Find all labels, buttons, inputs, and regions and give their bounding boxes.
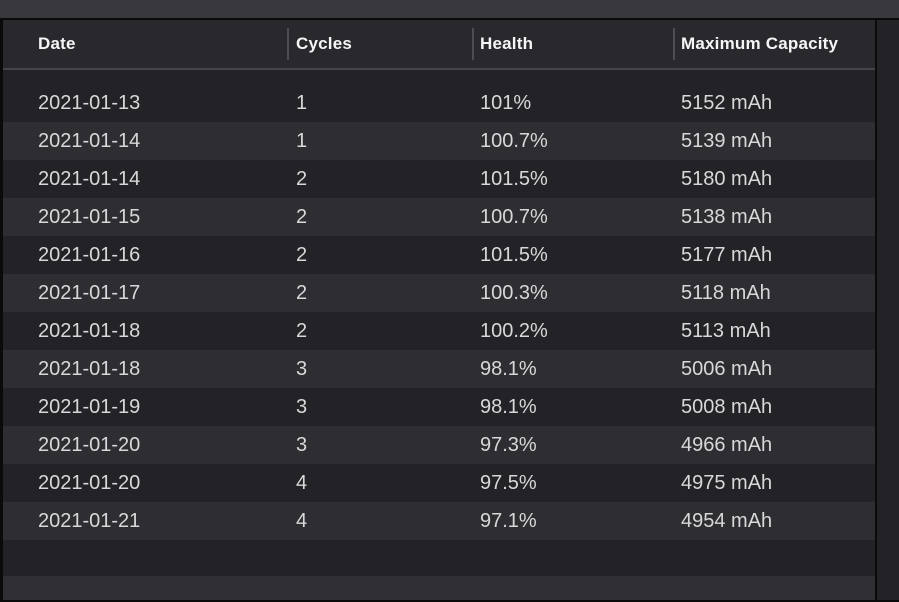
- table-row[interactable]: 2021-01-18 3 98.1% 5006 mAh: [3, 350, 875, 388]
- cell-health: 101.5%: [480, 244, 548, 266]
- cell-date: 2021-01-20: [38, 434, 141, 456]
- cell-health: 97.3%: [480, 434, 537, 456]
- cell-health: 98.1%: [480, 396, 537, 418]
- cell-health: 97.1%: [480, 510, 537, 532]
- column-header-health[interactable]: Health: [480, 34, 534, 53]
- cell-cycles: 3: [296, 434, 308, 456]
- table-row[interactable]: 2021-01-20 4 97.5% 4975 mAh: [3, 464, 875, 502]
- cell-cycles: 2: [296, 320, 308, 342]
- cell-health: 97.5%: [480, 472, 537, 494]
- column-resize-handle[interactable]: [287, 28, 289, 60]
- cell-cycles: 2: [296, 244, 308, 266]
- cell-capacity: 5180 mAh: [681, 168, 773, 190]
- cell-capacity: 4975 mAh: [681, 472, 773, 494]
- cell-health: 101.5%: [480, 168, 548, 190]
- cell-date: 2021-01-13: [38, 92, 141, 114]
- cell-capacity: 5177 mAh: [681, 244, 773, 266]
- cell-cycles: 3: [296, 396, 308, 418]
- cell-cycles: 1: [296, 92, 308, 114]
- table-row[interactable]: 2021-01-18 2 100.2% 5113 mAh: [3, 312, 875, 350]
- cell-capacity: 4954 mAh: [681, 510, 773, 532]
- cell-capacity: 5008 mAh: [681, 396, 773, 418]
- table-header-row: Date Cycles Health Maximum Capacity: [3, 20, 875, 70]
- cell-date: 2021-01-18: [38, 358, 141, 380]
- cell-capacity: 5152 mAh: [681, 92, 773, 114]
- cell-date: 2021-01-21: [38, 510, 141, 532]
- table-row[interactable]: 2021-01-16 2 101.5% 5177 mAh: [3, 236, 875, 274]
- cell-date: 2021-01-14: [38, 130, 141, 152]
- cell-date: 2021-01-15: [38, 206, 141, 228]
- cell-health: 100.7%: [480, 130, 548, 152]
- cell-capacity: 4966 mAh: [681, 434, 773, 456]
- column-resize-handle[interactable]: [472, 28, 474, 60]
- table-body: 2021-01-13 1 101% 5152 mAh 2021-01-14 1 …: [3, 70, 875, 540]
- cell-capacity: 5118 mAh: [681, 282, 771, 304]
- cell-cycles: 4: [296, 472, 308, 494]
- column-resize-handle[interactable]: [673, 28, 675, 60]
- battery-history-table: Date Cycles Health Maximum Capacity 2021…: [3, 20, 875, 600]
- cell-health: 100.2%: [480, 320, 548, 342]
- table-row[interactable]: 2021-01-17 2 100.3% 5118 mAh: [3, 274, 875, 312]
- column-header-date[interactable]: Date: [38, 34, 76, 53]
- table-row[interactable]: 2021-01-21 4 97.1% 4954 mAh: [3, 502, 875, 540]
- cell-date: 2021-01-19: [38, 396, 141, 418]
- cell-cycles: 2: [296, 206, 308, 228]
- toolbar: [0, 0, 899, 18]
- cell-date: 2021-01-14: [38, 168, 141, 190]
- cell-health: 100.7%: [480, 206, 548, 228]
- cell-date: 2021-01-18: [38, 320, 141, 342]
- cell-cycles: 2: [296, 168, 308, 190]
- cell-health: 98.1%: [480, 358, 537, 380]
- cell-cycles: 1: [296, 130, 308, 152]
- cell-cycles: 3: [296, 358, 308, 380]
- cell-capacity: 5006 mAh: [681, 358, 773, 380]
- cell-health: 101%: [480, 92, 532, 114]
- column-header-cycles[interactable]: Cycles: [296, 34, 353, 53]
- bottom-bar: [3, 576, 875, 600]
- cell-date: 2021-01-17: [38, 282, 141, 304]
- cell-capacity: 5113 mAh: [681, 320, 771, 342]
- column-header-maximum-capacity[interactable]: Maximum Capacity: [681, 34, 839, 53]
- table-row[interactable]: 2021-01-15 2 100.7% 5138 mAh: [3, 198, 875, 236]
- table-row[interactable]: 2021-01-14 2 101.5% 5180 mAh: [3, 160, 875, 198]
- right-gutter: [877, 20, 899, 600]
- cell-health: 100.3%: [480, 282, 548, 304]
- cell-cycles: 2: [296, 282, 308, 304]
- table-row[interactable]: 2021-01-19 3 98.1% 5008 mAh: [3, 388, 875, 426]
- table-row[interactable]: 2021-01-13 1 101% 5152 mAh: [3, 84, 875, 122]
- cell-capacity: 5139 mAh: [681, 130, 773, 152]
- cell-capacity: 5138 mAh: [681, 206, 773, 228]
- cell-date: 2021-01-16: [38, 244, 141, 266]
- table-row[interactable]: 2021-01-20 3 97.3% 4966 mAh: [3, 426, 875, 464]
- table-row[interactable]: 2021-01-14 1 100.7% 5139 mAh: [3, 122, 875, 160]
- cell-cycles: 4: [296, 510, 308, 532]
- cell-date: 2021-01-20: [38, 472, 141, 494]
